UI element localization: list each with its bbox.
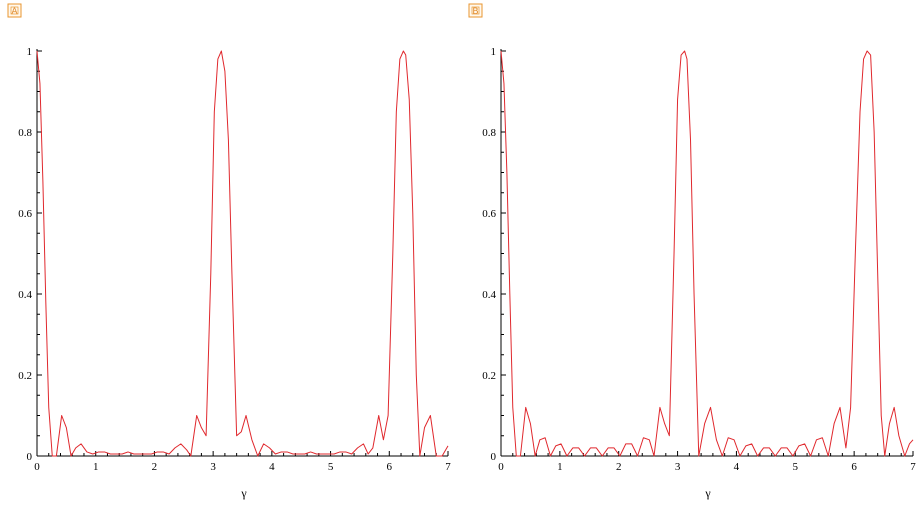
y-tick-label: 0.6: [18, 208, 32, 220]
y-tick-label: 1: [27, 46, 33, 58]
panel-badge-a-label: A: [11, 7, 18, 17]
panel-badge-b-label: B: [472, 7, 478, 17]
chart-panel-b: B γ 0 0.2 0.4 0.6 0.8 1 0 1 2 3 4 5 6 7: [461, 0, 922, 505]
y-tick-label: 1: [491, 46, 497, 58]
x-tick-label: 2: [616, 461, 622, 473]
x-tick-label: 1: [93, 461, 99, 473]
x-tick-label: 0: [34, 461, 40, 473]
x-tick-label: 4: [269, 461, 275, 473]
panel-badge-a[interactable]: A: [7, 3, 22, 18]
x-tick-label: 7: [445, 461, 451, 473]
y-tick-label: 0.4: [18, 289, 32, 301]
x-axis-label-b: γ: [704, 486, 711, 500]
y-tick-label: 0.2: [18, 370, 32, 382]
x-tick-label: 4: [734, 461, 740, 473]
x-tick-label: 6: [387, 461, 393, 473]
x-tick-label: 0: [498, 461, 504, 473]
panel-badge-b[interactable]: B: [468, 3, 483, 18]
chart-b-svg: B γ 0 0.2 0.4 0.6 0.8 1 0 1 2 3 4 5 6 7: [468, 3, 916, 500]
x-tick-label: 2: [152, 461, 158, 473]
y-tick-label: 0.4: [482, 289, 496, 301]
x-tick-label: 7: [910, 461, 916, 473]
y-tick-label: 0: [27, 451, 33, 463]
x-tick-label: 6: [851, 461, 857, 473]
x-tick-label: 3: [675, 461, 681, 473]
y-tick-label: 0.6: [482, 208, 496, 220]
y-tick-label: 0: [491, 451, 497, 463]
x-tick-label: 3: [210, 461, 216, 473]
series-line: [36, 50, 449, 457]
chart-a-svg: A γ 0 0.2 0.4 0.6 0.8 1 0 1 2 3 4 5 6 7: [7, 3, 451, 500]
series-line: [500, 50, 914, 457]
y-tick-label: 0.8: [18, 127, 32, 139]
y-tick-label: 0.8: [482, 127, 496, 139]
x-axis-label-a: γ: [240, 486, 247, 500]
x-tick-label: 1: [557, 461, 563, 473]
x-tick-label: 5: [793, 461, 799, 473]
chart-panel-a: A γ 0 0.2 0.4 0.6 0.8 1 0 1 2 3 4 5 6 7: [7, 3, 451, 500]
x-tick-label: 5: [328, 461, 334, 473]
y-tick-label: 0.2: [482, 370, 496, 382]
